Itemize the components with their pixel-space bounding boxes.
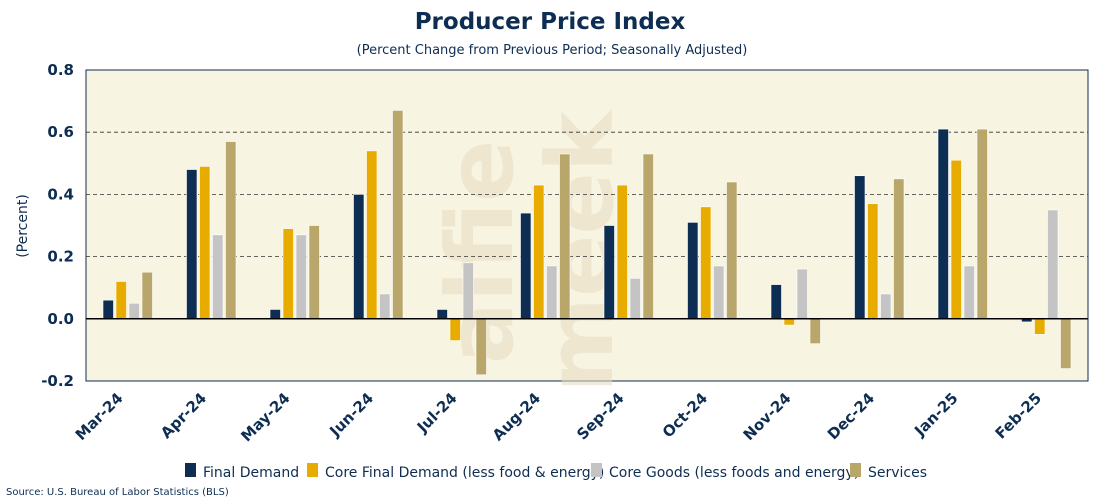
chart-title: Producer Price Index [415,9,686,35]
bar-final-demand-jun-24 [353,194,365,320]
bar-services-mar-24 [141,271,153,320]
bar-services-aug-24 [559,153,571,320]
legend: Final Demand Core Final Demand (less food… [185,463,927,481]
bar-core-final-demand-less-food-energy-aug-24 [533,184,545,320]
bar-final-demand-nov-24 [770,284,782,320]
plot-area [85,69,1089,382]
x-tick-label: Feb-25 [992,389,1045,442]
bar-core-final-demand-less-food-energy-jun-24 [366,150,378,320]
x-tick-label: Sep-24 [573,389,627,443]
bar-services-feb-25 [1060,318,1072,369]
bar-core-final-demand-less-food-energy-mar-24 [115,281,127,320]
bar-core-goods-less-foods-and-energy-jul-24 [462,262,474,320]
chart-subtitle: (Percent Change from Previous Period; Se… [357,43,748,58]
bar-core-final-demand-less-food-energy-jul-24 [449,318,461,341]
bar-final-demand-mar-24 [102,299,114,320]
bar-core-final-demand-less-food-energy-feb-25 [1034,318,1046,335]
bar-final-demand-dec-24 [854,175,866,320]
bar-services-jan-25 [976,128,988,320]
bar-core-final-demand-less-food-energy-dec-24 [867,203,879,320]
y-tick-label: 0.2 [47,248,74,266]
x-tick-label: Aug-24 [489,389,544,444]
bar-final-demand-apr-24 [186,169,198,320]
bar-core-goods-less-foods-and-energy-may-24 [295,234,307,320]
bars [102,110,1072,376]
legend-swatch [591,463,602,477]
bar-core-final-demand-less-food-energy-oct-24 [700,206,712,320]
legend-label: Core Final Demand (less food & energy) [325,465,604,481]
bar-services-dec-24 [893,178,905,320]
x-tick-label: Apr-24 [157,389,210,442]
y-tick-label: 0.6 [47,123,74,141]
bar-core-goods-less-foods-and-energy-aug-24 [546,265,558,320]
bar-core-final-demand-less-food-energy-may-24 [282,228,294,320]
bar-final-demand-jan-25 [937,128,949,320]
bar-services-may-24 [308,225,320,320]
bar-services-apr-24 [225,141,237,320]
bar-core-goods-less-foods-and-energy-mar-24 [128,302,140,320]
bar-services-oct-24 [726,181,738,320]
watermark-line-2: meek [527,109,634,393]
y-tick-label: -0.2 [41,372,74,390]
legend-label: Services [868,465,927,481]
bar-services-jul-24 [475,318,487,376]
x-tick-label: Jul-24 [413,389,461,437]
bar-core-final-demand-less-food-energy-sep-24 [616,184,628,320]
bar-final-demand-jul-24 [436,309,448,320]
x-axis-ticks: Mar-24 Apr-24 May-24 Jun-24 Jul-24 Aug-24 Sep-… [72,389,1045,445]
y-tick-label: 0.4 [47,185,74,203]
y-tick-label: 0.0 [47,310,74,328]
x-tick-label: Dec-24 [824,389,878,443]
x-tick-label: Jun-24 [325,389,377,441]
bar-core-final-demand-less-food-energy-jan-25 [950,159,962,320]
x-tick-label: Nov-24 [740,389,795,444]
bar-final-demand-sep-24 [603,225,615,320]
bar-services-nov-24 [809,318,821,344]
legend-swatch [185,463,196,477]
gridlines [86,131,1088,258]
legend-swatch [307,463,318,477]
bar-core-goods-less-foods-and-energy-feb-25 [1047,209,1059,320]
legend-swatch [850,463,861,477]
legend-label: Final Demand [203,465,299,481]
bar-services-jun-24 [392,110,404,320]
bar-final-demand-may-24 [269,309,281,320]
bar-core-goods-less-foods-and-energy-nov-24 [796,268,808,320]
bar-core-final-demand-less-food-energy-nov-24 [783,318,795,326]
bar-final-demand-oct-24 [687,222,699,320]
x-tick-label: Oct-24 [659,389,711,441]
x-tick-label: May-24 [237,389,293,445]
bar-core-goods-less-foods-and-energy-apr-24 [212,234,224,320]
bar-core-goods-less-foods-and-energy-sep-24 [629,278,641,320]
y-axis-ticks: 0.8 0.6 0.4 0.2 0.0 -0.2 [41,61,74,390]
legend-label: Core Goods (less foods and energy) [609,465,859,481]
y-tick-label: 0.8 [47,61,74,79]
bar-core-goods-less-foods-and-energy-dec-24 [880,293,892,320]
bar-core-goods-less-foods-and-energy-oct-24 [713,265,725,320]
x-tick-label: Jan-25 [910,389,961,440]
y-axis-label: (Percent) [15,194,31,258]
bar-services-sep-24 [642,153,654,320]
bar-core-final-demand-less-food-energy-apr-24 [199,166,211,320]
bar-core-goods-less-foods-and-energy-jun-24 [379,293,391,320]
x-tick-label: Mar-24 [72,389,127,444]
bar-final-demand-aug-24 [520,212,532,320]
source-note: Source: U.S. Bureau of Labor Statistics … [6,487,229,498]
bar-core-goods-less-foods-and-energy-jan-25 [963,265,975,320]
